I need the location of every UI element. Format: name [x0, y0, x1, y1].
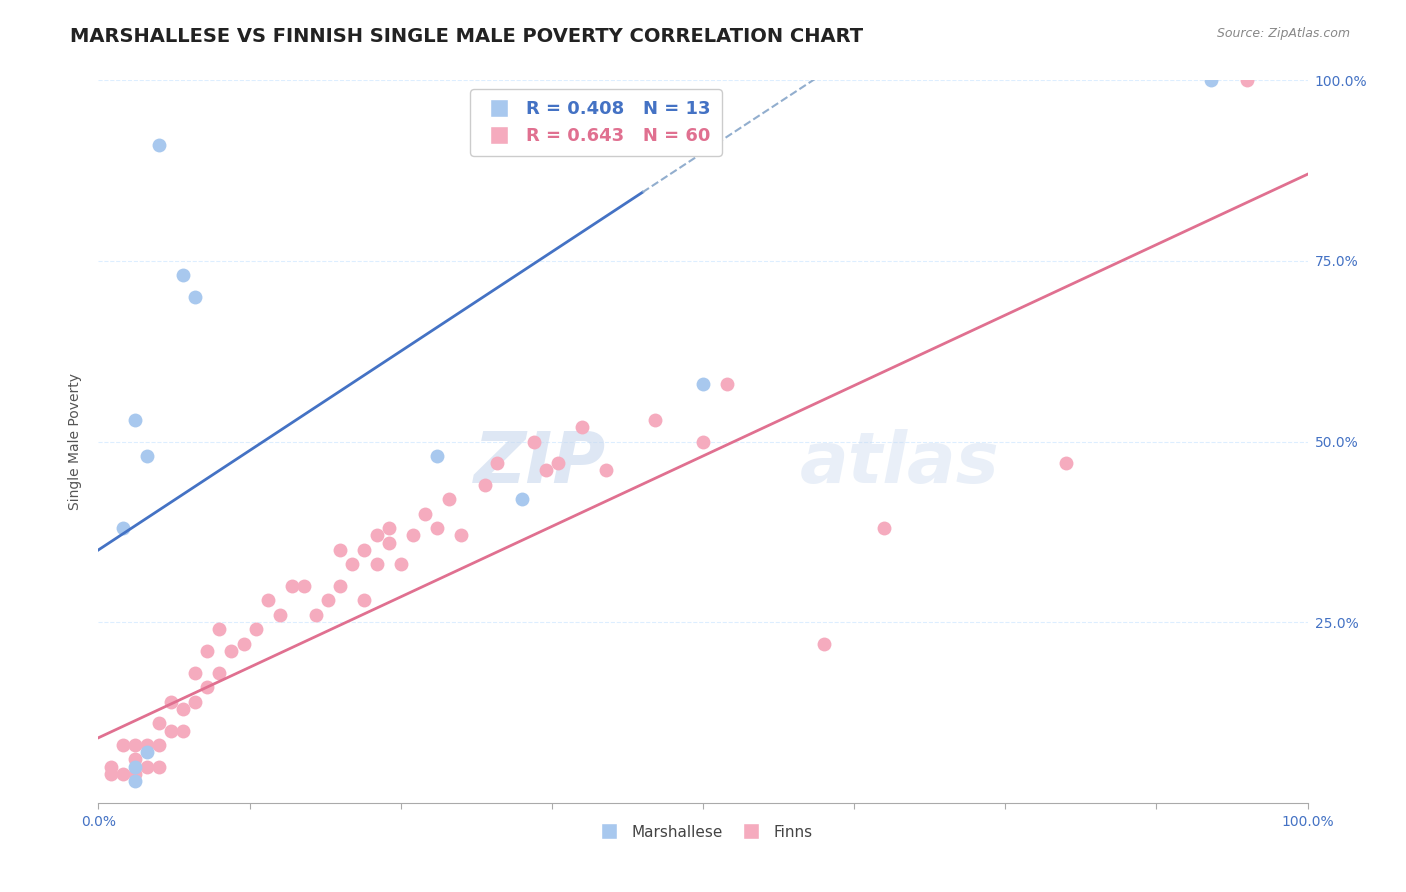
Point	[873, 521, 896, 535]
Point	[100, 760, 122, 774]
Point	[426, 449, 449, 463]
Point	[437, 492, 460, 507]
Point	[124, 774, 146, 789]
Point	[377, 535, 399, 549]
Point	[111, 738, 134, 752]
Point	[523, 434, 546, 449]
Point	[595, 463, 617, 477]
Point	[160, 723, 183, 738]
Point	[269, 607, 291, 622]
Point	[184, 290, 207, 304]
Point	[486, 456, 509, 470]
Point	[316, 593, 339, 607]
Point	[208, 665, 231, 680]
Point	[184, 695, 207, 709]
Point	[172, 702, 194, 716]
Point	[1236, 73, 1258, 87]
Point	[377, 521, 399, 535]
Point	[342, 558, 364, 572]
Text: Source: ZipAtlas.com: Source: ZipAtlas.com	[1216, 27, 1350, 40]
Point	[111, 521, 134, 535]
Point	[135, 760, 157, 774]
Point	[692, 376, 714, 391]
Point	[692, 434, 714, 449]
Point	[135, 738, 157, 752]
Point	[305, 607, 328, 622]
Point	[813, 637, 835, 651]
Point	[124, 767, 146, 781]
Point	[135, 449, 157, 463]
Point	[547, 456, 569, 470]
Point	[148, 716, 170, 731]
Point	[195, 644, 218, 658]
Point	[195, 680, 218, 694]
Point	[426, 521, 449, 535]
Point	[1199, 73, 1222, 87]
Point	[124, 760, 146, 774]
Point	[281, 579, 304, 593]
Point	[353, 593, 375, 607]
Point	[111, 767, 134, 781]
Point	[329, 579, 352, 593]
Point	[148, 138, 170, 153]
Point	[534, 463, 557, 477]
Y-axis label: Single Male Poverty: Single Male Poverty	[69, 373, 83, 510]
Point	[366, 528, 388, 542]
Point	[571, 420, 593, 434]
Point	[716, 376, 738, 391]
Point	[329, 542, 352, 557]
Point	[172, 268, 194, 283]
Point	[124, 738, 146, 752]
Text: atlas: atlas	[800, 429, 1000, 498]
Point	[184, 665, 207, 680]
Point	[256, 593, 278, 607]
Point	[100, 767, 122, 781]
Point	[148, 738, 170, 752]
Point	[389, 558, 412, 572]
Legend: Marshallese, Finns: Marshallese, Finns	[588, 819, 818, 846]
Point	[245, 623, 267, 637]
Point	[124, 413, 146, 427]
Point	[221, 644, 243, 658]
Point	[413, 507, 436, 521]
Point	[1054, 456, 1077, 470]
Point	[124, 752, 146, 766]
Point	[135, 745, 157, 759]
Text: MARSHALLESE VS FINNISH SINGLE MALE POVERTY CORRELATION CHART: MARSHALLESE VS FINNISH SINGLE MALE POVER…	[70, 27, 863, 45]
Point	[402, 528, 425, 542]
Point	[644, 413, 666, 427]
Point	[353, 542, 375, 557]
Point	[510, 492, 533, 507]
Text: ZIP: ZIP	[474, 429, 606, 498]
Point	[160, 695, 183, 709]
Point	[208, 623, 231, 637]
Point	[366, 558, 388, 572]
Point	[172, 723, 194, 738]
Point	[148, 760, 170, 774]
Point	[450, 528, 472, 542]
Point	[232, 637, 254, 651]
Point	[292, 579, 315, 593]
Point	[474, 478, 496, 492]
